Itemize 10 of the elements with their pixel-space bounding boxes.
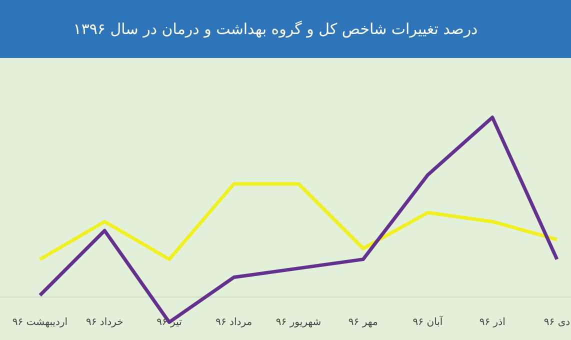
x-tick-label: شهریور ۹۶ bbox=[276, 317, 322, 328]
chart-title: درصد تغییرات شاخص کل و گروه بهداشت و درمان در سال ۱۳۹۶ bbox=[73, 20, 478, 38]
x-tick-label: اذر ۹۶ bbox=[479, 317, 506, 328]
x-tick-label: خرداد ۹۶ bbox=[86, 317, 124, 328]
x-tick-label: اردیبهشت ۹۶ bbox=[12, 317, 68, 328]
x-tick-label: مرداد ۹۶ bbox=[216, 317, 252, 328]
x-tick-label: آبان ۹۶ bbox=[412, 315, 444, 328]
x-tick-label: دی ۹۶ bbox=[544, 317, 570, 328]
x-tick-label: مهر ۹۶ bbox=[348, 317, 378, 328]
x-tick-label: تیر ۹۶ bbox=[156, 317, 182, 328]
